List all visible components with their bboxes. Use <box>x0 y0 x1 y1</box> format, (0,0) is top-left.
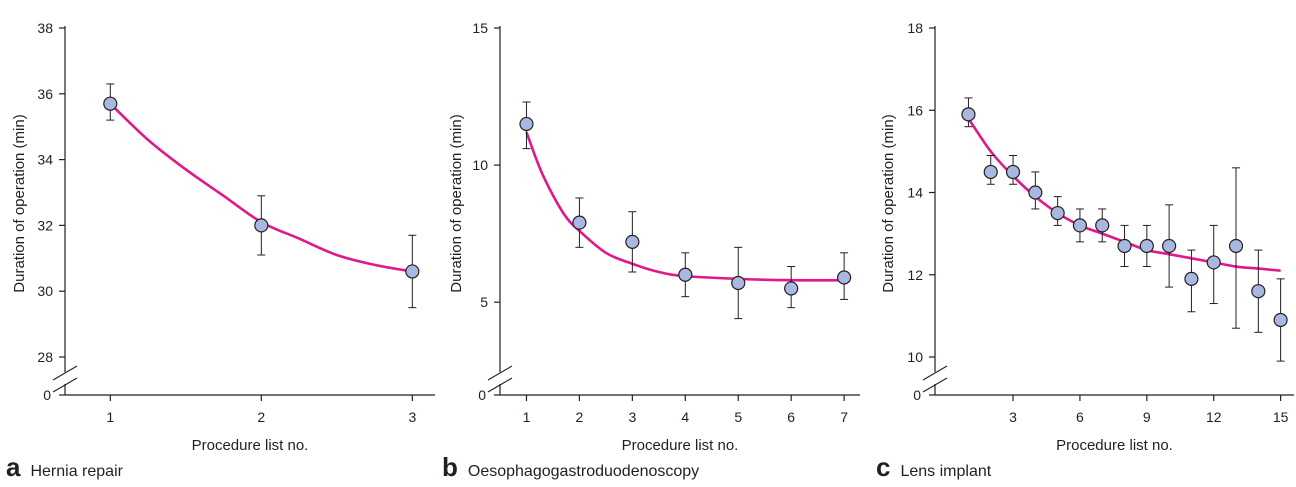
data-point <box>1117 238 1132 254</box>
y-tick-label: 18 <box>907 20 923 36</box>
data-point <box>1050 205 1065 221</box>
y-tick-label: 36 <box>37 86 53 102</box>
y-axis-label: Duration of operation (min) <box>448 114 465 292</box>
panel-c-letter: c <box>876 452 891 482</box>
x-tick-label: 3 <box>1009 409 1017 425</box>
y-tick-label: 16 <box>907 102 923 118</box>
data-point <box>1072 218 1088 233</box>
data-point <box>1028 185 1043 200</box>
panel-b-caption: b Oesophagogastroduodenoscopy <box>442 452 699 483</box>
chart-panel-a: 0 28 30 32 34 36 38 1 2 3 Procedure list no. Durati… <box>11 20 435 454</box>
x-tick-label: 6 <box>1076 409 1084 425</box>
x-tick-label: 3 <box>408 409 416 425</box>
y-tick-label-zero: 0 <box>43 387 51 403</box>
data-point <box>1273 312 1288 328</box>
data-point <box>519 116 534 132</box>
y-tick-label: 34 <box>37 152 53 168</box>
x-tick-label: 5 <box>734 409 742 425</box>
data-point <box>1184 271 1199 286</box>
y-axis-break-mark <box>52 365 78 381</box>
data-point <box>1206 255 1221 270</box>
data-point <box>1005 164 1021 180</box>
y-tick-label: 12 <box>907 267 923 283</box>
panel-b-letter: b <box>442 452 458 482</box>
x-tick-label: 9 <box>1143 409 1151 425</box>
y-axis-break-mark <box>922 365 948 381</box>
x-tick-label: 7 <box>840 409 848 425</box>
x-axis-label: Procedure list no. <box>1056 437 1173 454</box>
data-point <box>1251 284 1266 299</box>
x-tick-label: 4 <box>681 409 689 425</box>
y-axis-break-mark <box>52 377 78 393</box>
y-tick-label: 15 <box>472 20 488 36</box>
x-axis-label: Procedure list no. <box>622 437 739 454</box>
data-point <box>961 107 976 122</box>
x-tick-label: 1 <box>106 409 114 425</box>
data-point <box>837 270 852 285</box>
x-tick-label: 15 <box>1273 409 1289 425</box>
chart-panel-b: 0 5 10 15 1 2 3 4 5 6 7 Procedure list no. Duration … <box>448 20 860 454</box>
x-tick-label: 6 <box>787 409 795 425</box>
y-axis-break-mark <box>922 377 948 393</box>
data-point <box>983 164 998 180</box>
panel-a-title: Hernia repair <box>30 463 123 480</box>
panel-b-title: Oesophagogastroduodenoscopy <box>467 463 700 480</box>
panel-a-letter: a <box>6 452 21 482</box>
x-tick-label: 2 <box>257 409 265 425</box>
y-tick-label-zero: 0 <box>478 387 486 403</box>
y-tick-label: 38 <box>37 20 53 36</box>
data-point <box>678 267 693 282</box>
y-axis-label: Duration of operation (min) <box>880 114 897 292</box>
data-point <box>1162 238 1177 254</box>
data-point <box>405 264 420 279</box>
x-tick-label: 3 <box>628 409 636 425</box>
data-point <box>625 234 640 249</box>
data-point <box>731 275 746 291</box>
y-tick-label: 10 <box>472 157 488 173</box>
y-tick-label: 32 <box>37 217 53 233</box>
chart-panel-c: 0 10 12 14 16 18 3 6 9 12 15 Procedure list no. Dura… <box>880 20 1294 454</box>
x-tick-label: 2 <box>576 409 584 425</box>
data-point <box>1095 218 1110 233</box>
y-tick-label-zero: 0 <box>913 387 921 403</box>
y-tick-label: 5 <box>480 294 488 310</box>
panel-c-caption: c Lens implant <box>876 452 991 483</box>
data-point <box>572 215 587 230</box>
y-axis-label: Duration of operation (min) <box>11 114 28 292</box>
panel-c-title: Lens implant <box>900 463 992 480</box>
y-tick-label: 10 <box>907 349 923 365</box>
data-point <box>784 281 799 296</box>
y-tick-label: 30 <box>37 283 53 299</box>
data-point <box>103 96 118 111</box>
y-axis-break-mark <box>487 377 513 393</box>
x-tick-label: 1 <box>523 409 531 425</box>
x-axis-label: Procedure list no. <box>192 437 309 454</box>
data-point <box>1228 238 1244 254</box>
y-axis-break-mark <box>487 365 513 381</box>
data-point <box>254 218 269 233</box>
panel-a-caption: a Hernia repair <box>6 452 123 483</box>
y-tick-label: 14 <box>907 185 923 201</box>
y-tick-label: 28 <box>37 349 53 365</box>
data-point <box>1139 238 1154 254</box>
x-tick-label: 12 <box>1206 409 1222 425</box>
